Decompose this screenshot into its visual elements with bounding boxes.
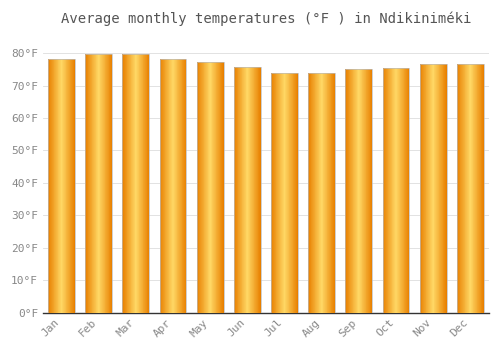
- Bar: [160, 59, 186, 313]
- Bar: [382, 68, 409, 313]
- Bar: [197, 62, 224, 313]
- Bar: [420, 64, 446, 313]
- Bar: [48, 59, 75, 313]
- Bar: [271, 73, 298, 313]
- Bar: [457, 64, 483, 313]
- Bar: [308, 73, 335, 313]
- Title: Average monthly temperatures (°F ) in Ndikiniméki: Average monthly temperatures (°F ) in Nd…: [60, 11, 471, 26]
- Bar: [86, 54, 112, 313]
- Bar: [346, 69, 372, 313]
- Bar: [122, 54, 149, 313]
- Bar: [234, 67, 260, 313]
